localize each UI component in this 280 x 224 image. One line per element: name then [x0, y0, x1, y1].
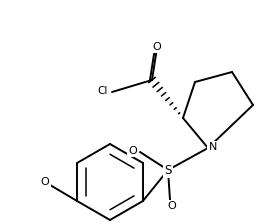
- Text: O: O: [128, 146, 137, 156]
- Text: S: S: [164, 164, 172, 177]
- Text: O: O: [153, 42, 161, 52]
- Text: Cl: Cl: [98, 86, 108, 96]
- Text: O: O: [168, 201, 176, 211]
- Text: N: N: [209, 142, 217, 152]
- Text: O: O: [41, 177, 49, 187]
